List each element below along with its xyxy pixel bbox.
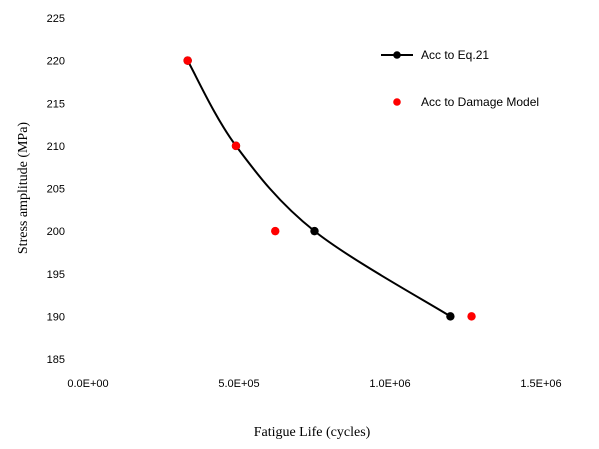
y-tick-label: 205 <box>47 184 65 196</box>
x-tick-label: 0.0E+00 <box>67 378 108 390</box>
legend-item-damage-model: Acc to Damage Model <box>393 95 539 109</box>
x-tick-label: 1.0E+06 <box>369 378 410 390</box>
series-eq21 <box>183 56 455 321</box>
y-tick-label: 200 <box>47 226 65 238</box>
damage-model-point <box>467 312 476 321</box>
legend-marker-eq21 <box>393 51 401 59</box>
y-tick-label: 195 <box>47 269 65 281</box>
legend-label-damage-model: Acc to Damage Model <box>421 95 539 109</box>
series-line-eq21 <box>186 60 451 318</box>
x-tick-label: 5.0E+05 <box>218 378 259 390</box>
legend-marker-damage-model <box>393 98 401 106</box>
damage-model-point <box>183 56 192 65</box>
y-tick-label: 190 <box>47 311 65 323</box>
y-tick-label: 185 <box>47 354 65 366</box>
damage-model-point <box>271 226 280 236</box>
x-axis-title: Fatigue Life (cycles) <box>254 425 371 440</box>
legend-item-eq21: Acc to Eq.21 <box>381 48 489 62</box>
damage-model-point <box>231 141 241 151</box>
y-tick-label: 210 <box>47 141 65 153</box>
legend: Acc to Eq.21 Acc to Damage Model <box>381 48 539 109</box>
eq21-point <box>446 312 455 321</box>
y-tick-label: 225 <box>47 13 65 25</box>
x-tick-label: 1.5E+06 <box>520 378 561 390</box>
legend-label-eq21: Acc to Eq.21 <box>421 48 489 62</box>
y-tick-labels: 185 190 195 200 205 210 215 220 225 <box>47 13 65 366</box>
eq21-point <box>310 226 319 236</box>
series-layer <box>183 56 476 321</box>
y-tick-label: 220 <box>47 56 65 68</box>
x-tick-labels: 0.0E+00 5.0E+05 1.0E+06 1.5E+06 <box>67 378 561 390</box>
y-axis-title: Stress amplitude (MPa) <box>16 122 31 255</box>
y-tick-label: 215 <box>47 98 65 110</box>
series-damage-model <box>183 56 476 321</box>
